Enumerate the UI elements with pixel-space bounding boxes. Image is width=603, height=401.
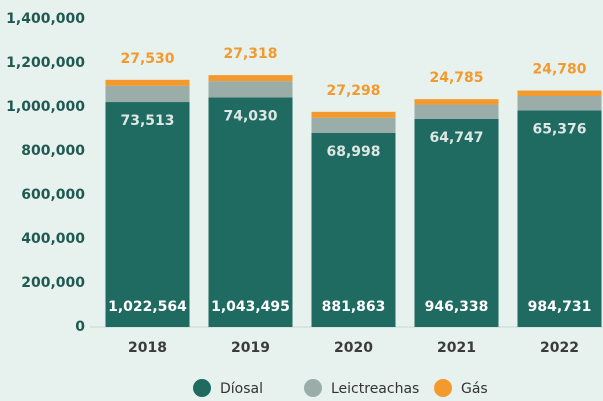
y-tick-label: 600,000 bbox=[21, 187, 85, 203]
legend-swatch bbox=[434, 379, 452, 397]
bar-segment bbox=[414, 118, 499, 328]
data-label: 27,530 bbox=[120, 51, 174, 67]
y-tick-label: 200,000 bbox=[21, 275, 85, 291]
x-tick-label: 2018 bbox=[128, 340, 167, 356]
bar-segment bbox=[517, 110, 602, 327]
bar-segment bbox=[414, 99, 499, 105]
data-label: 73,513 bbox=[120, 113, 174, 129]
bar-segment bbox=[311, 111, 396, 118]
data-label: 946,338 bbox=[425, 299, 489, 315]
bar-segment bbox=[105, 79, 190, 86]
data-label: 65,376 bbox=[532, 121, 586, 137]
bar-segment bbox=[414, 104, 499, 119]
y-tick-label: 400,000 bbox=[21, 231, 85, 247]
legend-label: Gás bbox=[461, 381, 488, 397]
bar-segment bbox=[105, 85, 190, 103]
y-tick-label: 800,000 bbox=[21, 143, 85, 159]
bar-segment bbox=[105, 102, 190, 327]
bar-segment bbox=[208, 81, 293, 98]
y-tick-label: 1,200,000 bbox=[6, 55, 85, 71]
data-label: 1,022,564 bbox=[108, 299, 187, 315]
data-label: 24,785 bbox=[429, 70, 483, 86]
legend-label: Leictreachas bbox=[331, 381, 419, 397]
data-label: 24,780 bbox=[532, 62, 586, 78]
data-label: 27,318 bbox=[223, 46, 277, 62]
data-label: 64,747 bbox=[429, 130, 483, 146]
data-label: 984,731 bbox=[528, 299, 592, 315]
bar-segment bbox=[208, 75, 293, 82]
bar-segment bbox=[208, 97, 293, 328]
legend-swatch bbox=[304, 379, 322, 397]
data-label: 68,998 bbox=[326, 144, 380, 160]
bar-segment bbox=[311, 132, 396, 327]
data-label: 1,043,495 bbox=[211, 299, 290, 315]
y-tick-label: 1,400,000 bbox=[6, 11, 85, 27]
legend-swatch bbox=[193, 379, 211, 397]
x-tick-label: 2021 bbox=[437, 340, 476, 356]
bar-segment bbox=[517, 90, 602, 96]
data-label: 27,298 bbox=[326, 83, 380, 99]
x-tick-label: 2020 bbox=[334, 340, 373, 356]
x-tick-label: 2019 bbox=[231, 340, 270, 356]
bar-segment bbox=[517, 95, 602, 111]
y-tick-label: 0 bbox=[75, 319, 85, 335]
data-label: 74,030 bbox=[223, 108, 277, 124]
y-tick-label: 1,000,000 bbox=[6, 99, 85, 115]
x-tick-label: 2022 bbox=[540, 340, 579, 356]
data-label: 881,863 bbox=[322, 299, 386, 315]
legend-label: Díosal bbox=[220, 381, 263, 397]
bar-segment bbox=[311, 117, 396, 133]
